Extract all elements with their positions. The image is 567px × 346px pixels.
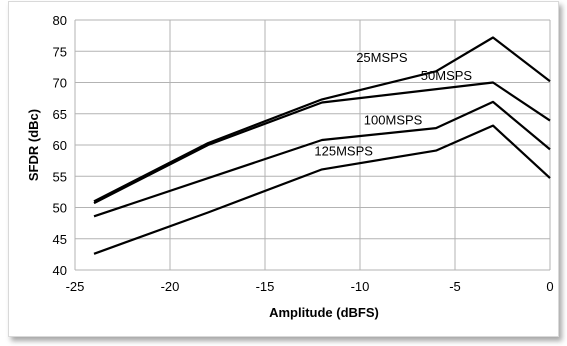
series-line-125msps <box>93 124 551 255</box>
x-tick-label: -15 <box>256 279 275 294</box>
y-tick-label: 75 <box>53 44 67 59</box>
x-tick-label: 0 <box>546 279 553 294</box>
series-line-50msps <box>93 81 551 205</box>
y-tick-label: 80 <box>53 13 67 28</box>
series-lines <box>93 36 551 255</box>
y-tick-labels: 40 45 50 55 60 65 70 75 80 <box>53 13 67 278</box>
y-tick-label: 40 <box>53 263 67 278</box>
y-tick-label: 45 <box>53 232 67 247</box>
y-tick-label: 60 <box>53 138 67 153</box>
chart-frame <box>8 1 559 337</box>
y-axis-title: SFDR (dBc) <box>26 109 41 181</box>
series-line-100msps <box>93 100 551 218</box>
x-tick-label: -25 <box>66 279 85 294</box>
x-axis-title: Amplitude (dBFS) <box>269 305 379 320</box>
series-label-50msps: 50MSPS <box>421 68 473 83</box>
series-label-25msps: 25MSPS <box>356 50 408 65</box>
x-tick-label: -5 <box>449 279 461 294</box>
x-tick-labels: -25 -20 -15 -10 -5 0 <box>66 279 554 294</box>
y-tick-label: 70 <box>53 76 67 91</box>
series-label-100msps: 100MSPS <box>364 112 423 127</box>
y-tick-label: 65 <box>53 107 67 122</box>
x-tick-label: -20 <box>161 279 180 294</box>
series-line-25msps <box>93 36 551 203</box>
gridlines <box>74 19 551 271</box>
x-tick-label: -10 <box>351 279 370 294</box>
series-label-125msps: 125MSPS <box>314 144 373 159</box>
y-tick-label: 50 <box>53 201 67 216</box>
series-labels: 25MSPS 50MSPS 100MSPS 125MSPS <box>314 50 472 159</box>
y-tick-label: 55 <box>53 169 67 184</box>
